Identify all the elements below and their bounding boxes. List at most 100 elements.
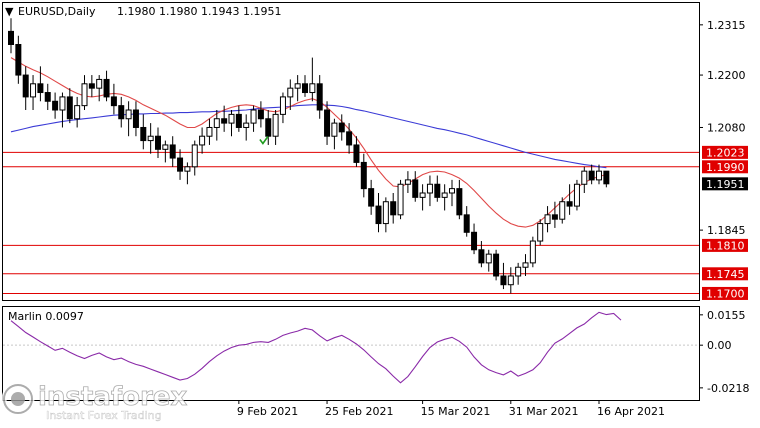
candle-body (302, 83, 308, 94)
oscillator-layer: 0.0155 0.00 -0.0218 (3, 309, 749, 395)
watermark-logo: instaforex Instant Forex Trading (1, 382, 188, 422)
candle-body (140, 126, 147, 142)
candle-body (551, 214, 558, 220)
candle-body (404, 179, 411, 185)
candle-body (324, 109, 331, 137)
candle-body (581, 170, 588, 185)
oscillator-axis-label: 0.0155 (707, 309, 746, 322)
candle-body (529, 240, 536, 264)
time-axis-label: 15 Mar 2021 (421, 405, 491, 418)
level-label-box (702, 286, 748, 300)
candle-body (228, 113, 235, 124)
candle-body (103, 78, 110, 98)
candle-body (566, 201, 573, 207)
candle-body (419, 192, 426, 198)
candle-body (132, 109, 139, 128)
candle-body (603, 170, 610, 185)
level-label-box (702, 267, 748, 281)
candle-body (346, 131, 353, 146)
candle-body (463, 214, 470, 233)
candle-body (37, 83, 44, 94)
candle-body (588, 170, 595, 181)
oscillator-axis-label: -0.0218 (707, 382, 749, 395)
candle-body (213, 118, 220, 128)
candle-body (257, 109, 264, 120)
candle-body (22, 74, 29, 98)
candle-body (15, 43, 22, 76)
oscillator-line (10, 311, 622, 384)
candle-body (471, 231, 478, 251)
candle-body (118, 105, 125, 120)
candle-body (221, 118, 228, 124)
levels-layer (3, 151, 699, 294)
level-label: 1.1990 (706, 161, 745, 174)
candle-body (110, 96, 117, 107)
candle-body (426, 183, 433, 194)
chart-symbol-caret: ▼ (5, 5, 14, 18)
axis-layer: 1.2315 1.2200 1.2080 1.1845 1.2023 1.1990 1.18… (237, 19, 748, 418)
candle-body (493, 253, 500, 277)
candle-body (368, 188, 375, 207)
time-axis-label: 25 Feb 2021 (325, 405, 393, 418)
candle-body (375, 205, 382, 225)
candle-body (500, 275, 507, 286)
level-label-box (702, 145, 748, 159)
candle-body (397, 183, 404, 216)
time-axis-label: 16 Apr 2021 (597, 405, 665, 418)
candle-body (250, 109, 257, 124)
candle-body (235, 113, 242, 128)
candle-body (265, 118, 272, 137)
candle-body (125, 109, 132, 120)
candles-layer (8, 18, 610, 294)
price-axis-label: 1.2315 (707, 19, 746, 32)
level-label-box (702, 160, 748, 174)
price-axis-label: 1.2080 (707, 121, 746, 134)
level-label: 1.2023 (706, 146, 745, 159)
candle-body (177, 157, 184, 172)
moving-average-line (10, 104, 607, 169)
indicator-label: Marlin 0.0097 (8, 310, 84, 323)
time-axis-label: 9 Feb 2021 (237, 405, 298, 418)
candle-body (30, 83, 37, 98)
candle-body (331, 122, 338, 137)
candle-body (456, 188, 463, 216)
candle-body (59, 96, 66, 111)
candle-body (316, 83, 323, 111)
price-axis-label: 1.2200 (707, 69, 746, 82)
candle-body (206, 126, 213, 137)
candle-body (74, 105, 81, 120)
candle-body (596, 170, 602, 181)
chart-symbol-label: EURUSD,Daily (18, 5, 96, 18)
chart-ohlc-values: 1.1980 1.1980 1.1943 1.1951 (117, 5, 281, 18)
candle-body (390, 201, 397, 216)
candle-body (287, 87, 294, 98)
candle-body (184, 166, 191, 172)
candle-body (537, 223, 544, 242)
candle-body (44, 92, 51, 102)
candle-body (353, 144, 360, 163)
candle-body (243, 122, 250, 128)
watermark-brand: instaforex (38, 382, 188, 412)
time-axis-label: 31 Mar 2021 (509, 405, 579, 418)
price-axis-label: 1.1845 (707, 224, 746, 237)
candle-body (66, 96, 73, 120)
level-label-box (702, 238, 748, 252)
candle-body (96, 78, 103, 89)
candle-body (309, 83, 316, 94)
candle-body (272, 113, 279, 137)
candle-body (559, 201, 566, 220)
candle-body (279, 96, 286, 115)
level-label: 1.1700 (706, 287, 745, 300)
candle-body (169, 144, 176, 159)
price-pane-frame (2, 2, 700, 301)
candle-body (478, 249, 485, 264)
candle-body (441, 192, 448, 198)
candle-body (147, 135, 154, 142)
candle-body (162, 144, 169, 150)
current-price-label: 1.1951 (706, 178, 745, 191)
candle-body (573, 183, 580, 207)
candle-body (449, 188, 455, 194)
level-label: 1.1810 (706, 239, 745, 252)
